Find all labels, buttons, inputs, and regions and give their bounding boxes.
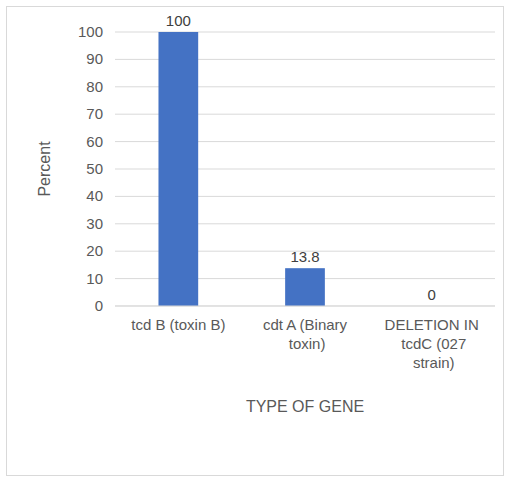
x-tick-label: cdt A (Binary toxin) (263, 316, 348, 352)
chart-container: 0 10 20 30 40 50 60 70 80 90 100 100 13.8 0 tcd B (tox… (0, 0, 510, 482)
y-tick-label: 80 (86, 78, 103, 95)
y-tick-label: 20 (86, 242, 103, 259)
x-tick-label: DELETION IN tcdC (027 strain) (385, 316, 479, 371)
y-tick-label: 30 (86, 215, 103, 232)
y-tick-label: 100 (78, 23, 103, 40)
y-tick-label: 40 (86, 187, 103, 204)
data-label: 0 (427, 286, 435, 303)
chart-frame (7, 7, 504, 476)
x-axis-line (115, 306, 495, 307)
chart-svg: 0 10 20 30 40 50 60 70 80 90 100 100 13.8 0 tcd B (tox… (0, 0, 510, 482)
y-axis-title: Percent (36, 141, 53, 197)
grid-line (115, 306, 495, 307)
y-tick-label: 10 (86, 270, 103, 287)
x-tick-label: tcd B (toxin B) (131, 316, 225, 333)
x-axis-title: TYPE OF GENE (246, 398, 364, 415)
y-tick-label: 70 (86, 105, 103, 122)
data-label: 13.8 (290, 248, 319, 265)
bars (158, 32, 324, 306)
y-tick-label: 90 (86, 50, 103, 67)
data-label: 100 (166, 12, 191, 29)
y-tick-label: 60 (86, 133, 103, 150)
y-tick-label: 0 (95, 297, 103, 314)
bar (158, 32, 198, 306)
y-tick-label: 50 (86, 160, 103, 177)
bar (285, 268, 325, 306)
